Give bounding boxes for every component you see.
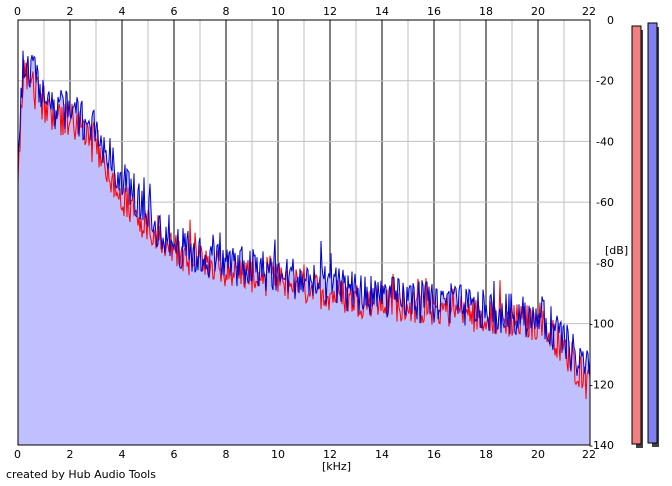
x-tick-label-top: 10 bbox=[271, 5, 285, 18]
x-tick-label-bottom: 18 bbox=[479, 448, 493, 461]
x-tick-label-bottom: 8 bbox=[223, 448, 230, 461]
y-tick-label: -140 bbox=[589, 439, 614, 452]
level-meter-left-bar bbox=[631, 25, 642, 445]
x-axis-top-ticks: 0 2 4 6 8 10 12 14 16 18 20 22 bbox=[14, 5, 596, 18]
x-tick-label-top: 4 bbox=[119, 5, 126, 18]
x-tick-label-top: 20 bbox=[531, 5, 545, 18]
x-tick-label-bottom: 6 bbox=[171, 448, 178, 461]
y-axis-label: [dB] bbox=[605, 244, 628, 257]
y-axis-ticks: 0 -20 -40 -60 -80 -100 -120 -140 bbox=[589, 14, 614, 452]
y-tick-label: -40 bbox=[596, 135, 614, 148]
right-channel-line bbox=[17, 50, 591, 376]
x-tick-label-top: 6 bbox=[171, 5, 178, 18]
x-tick-label-top: 16 bbox=[427, 5, 441, 18]
x-tick-label-bottom: 14 bbox=[375, 448, 389, 461]
x-tick-label-bottom: 12 bbox=[323, 448, 337, 461]
level-meter-right bbox=[647, 22, 659, 447]
x-axis-label: [kHz] bbox=[322, 460, 351, 473]
x-tick-label-top: 12 bbox=[323, 5, 337, 18]
x-tick-label-bottom: 10 bbox=[271, 448, 285, 461]
x-tick-label-top: 0 bbox=[14, 5, 21, 18]
y-tick-label: 0 bbox=[607, 14, 614, 27]
x-tick-label-top: 2 bbox=[67, 5, 74, 18]
y-tick-label: -60 bbox=[596, 196, 614, 209]
x-tick-label-bottom: 16 bbox=[427, 448, 441, 461]
y-tick-label: -120 bbox=[589, 378, 614, 391]
level-meter-left bbox=[631, 25, 643, 448]
y-tick-label: -20 bbox=[596, 75, 614, 88]
x-tick-label-top: 8 bbox=[223, 5, 230, 18]
x-tick-label-bottom: 4 bbox=[119, 448, 126, 461]
plot-frame bbox=[17, 19, 591, 446]
x-tick-label-bottom: 0 bbox=[14, 448, 21, 461]
x-tick-label-bottom: 22 bbox=[582, 448, 596, 461]
y-tick-label: -80 bbox=[596, 257, 614, 270]
credit-text: created by Hub Audio Tools bbox=[6, 468, 156, 481]
x-axis-bottom-ticks: 0 2 4 6 8 10 12 14 16 18 20 22 bbox=[14, 448, 596, 461]
x-tick-label-bottom: 20 bbox=[531, 448, 545, 461]
x-tick-label-top: 14 bbox=[375, 5, 389, 18]
y-tick-label: -100 bbox=[589, 318, 614, 331]
x-tick-label-bottom: 2 bbox=[67, 448, 74, 461]
level-meter-right-bar bbox=[647, 22, 658, 444]
x-tick-label-top: 18 bbox=[479, 5, 493, 18]
x-tick-label-top: 22 bbox=[582, 5, 596, 18]
spectrum-fill-area bbox=[18, 50, 590, 445]
